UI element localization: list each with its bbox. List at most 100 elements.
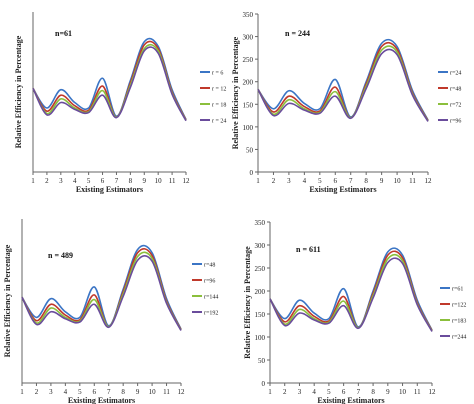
x-tick-label: 6 xyxy=(342,388,346,396)
legend-label: r=72 xyxy=(450,103,461,109)
y-tick-label: 0 xyxy=(250,169,254,177)
x-tick-label: 2 xyxy=(283,388,287,396)
y-tick-label: 0 xyxy=(262,380,266,388)
legend-label: r=122 xyxy=(452,303,466,309)
y-axis-title: Relative Efficiency in Percentage xyxy=(14,35,23,148)
x-tick-label: 10 xyxy=(149,388,157,396)
y-tick-label: 100 xyxy=(255,334,266,342)
y-tick-label: 150 xyxy=(255,311,266,319)
series-line-1 xyxy=(21,244,182,330)
x-tick-label: 3 xyxy=(49,388,53,396)
x-tick-label: 10 xyxy=(155,177,163,185)
legend-label: r=144 xyxy=(204,295,218,301)
series-line-2 xyxy=(21,248,182,330)
x-tick-label: 11 xyxy=(169,177,176,185)
y-tick-label: 200 xyxy=(243,79,254,87)
y-axis-title: Relative Efficiency in Percentage xyxy=(243,246,252,359)
x-tick-label: 1 xyxy=(31,177,35,185)
x-tick-label: 4 xyxy=(303,177,307,185)
y-tick-label: 350 xyxy=(243,11,254,19)
series-line-3 xyxy=(257,45,429,122)
x-tick-label: 8 xyxy=(371,388,375,396)
y-axis-title: Relative Efficiency in Percentage xyxy=(3,244,12,357)
series-line-4 xyxy=(21,255,182,331)
y-tick-label: 250 xyxy=(255,265,266,273)
x-axis-title: Existing Estimators xyxy=(68,396,135,404)
x-tick-label: 10 xyxy=(394,177,402,185)
series-line-1 xyxy=(269,247,433,331)
series-line-4 xyxy=(257,48,429,122)
x-tick-label: 6 xyxy=(334,177,338,185)
x-axis-title: Existing Estimators xyxy=(309,185,376,194)
x-tick-label: 2 xyxy=(272,177,276,185)
x-tick-label: 1 xyxy=(268,388,272,396)
x-tick-label: 1 xyxy=(20,388,24,396)
y-tick-label: 100 xyxy=(243,124,254,132)
x-tick-label: 11 xyxy=(163,388,170,396)
x-tick-label: 7 xyxy=(349,177,353,185)
x-tick-label: 5 xyxy=(318,177,322,185)
y-tick-label: 200 xyxy=(255,288,266,296)
sample-size-annotation: n = 244 xyxy=(285,29,310,38)
x-tick-label: 6 xyxy=(101,177,105,185)
sample-size-annotation: n = 611 xyxy=(296,245,321,254)
sample-size-annotation: n = 489 xyxy=(48,251,73,260)
x-tick-label: 8 xyxy=(129,177,133,185)
x-tick-label: 9 xyxy=(386,388,390,396)
y-tick-label: 350 xyxy=(255,219,266,227)
x-tick-label: 4 xyxy=(312,388,316,396)
y-tick-label: 50 xyxy=(246,146,254,154)
x-tick-label: 5 xyxy=(78,388,82,396)
y-tick-label: 300 xyxy=(255,242,266,250)
x-tick-label: 10 xyxy=(399,388,407,396)
legend-label: r=48 xyxy=(450,87,461,93)
legend-label: r=96 xyxy=(450,119,461,125)
y-tick-label: 150 xyxy=(243,101,254,109)
series-line-3 xyxy=(269,253,433,332)
x-tick-label: 7 xyxy=(107,388,111,396)
series-line-3 xyxy=(21,251,182,331)
x-tick-label: 3 xyxy=(298,388,302,396)
x-tick-label: 9 xyxy=(143,177,147,185)
legend-label: r=192 xyxy=(204,311,218,317)
x-tick-label: 7 xyxy=(115,177,119,185)
series-line-4 xyxy=(32,46,187,122)
y-tick-label: 50 xyxy=(258,357,266,365)
x-tick-label: 12 xyxy=(429,388,437,396)
x-tick-label: 12 xyxy=(183,177,191,185)
x-axis-title: Existing Estimators xyxy=(76,185,143,194)
legend-label: r=24 xyxy=(450,71,461,77)
y-tick-label: 300 xyxy=(243,34,254,42)
x-axis-title: Existing Estimators xyxy=(317,396,384,404)
legend-label: r = 18 xyxy=(212,103,226,109)
series-line-4 xyxy=(269,257,433,332)
x-tick-label: 11 xyxy=(409,177,416,185)
x-tick-label: 5 xyxy=(87,177,91,185)
x-tick-label: 9 xyxy=(136,388,140,396)
sample-size-annotation: n=61 xyxy=(55,29,72,38)
x-tick-label: 5 xyxy=(327,388,331,396)
x-tick-label: 12 xyxy=(178,388,186,396)
x-tick-label: 11 xyxy=(414,388,421,396)
series-line-1 xyxy=(257,38,429,121)
x-tick-label: 4 xyxy=(64,388,68,396)
series-line-2 xyxy=(269,250,433,331)
x-tick-label: 8 xyxy=(121,388,125,396)
x-tick-label: 3 xyxy=(287,177,291,185)
legend-label: r=183 xyxy=(452,319,466,325)
x-tick-label: 12 xyxy=(425,177,433,185)
legend-label: r = 6 xyxy=(212,71,223,77)
legend-label: r=48 xyxy=(204,263,215,269)
y-axis-title: Relative Efficiency in Percentage xyxy=(231,36,240,149)
legend-label: r = 24 xyxy=(212,119,226,125)
x-tick-label: 7 xyxy=(357,388,361,396)
y-tick-label: 250 xyxy=(243,56,254,64)
x-tick-label: 3 xyxy=(59,177,63,185)
series-line-2 xyxy=(257,41,429,121)
x-tick-label: 2 xyxy=(35,388,39,396)
legend-label: r=96 xyxy=(204,279,215,285)
